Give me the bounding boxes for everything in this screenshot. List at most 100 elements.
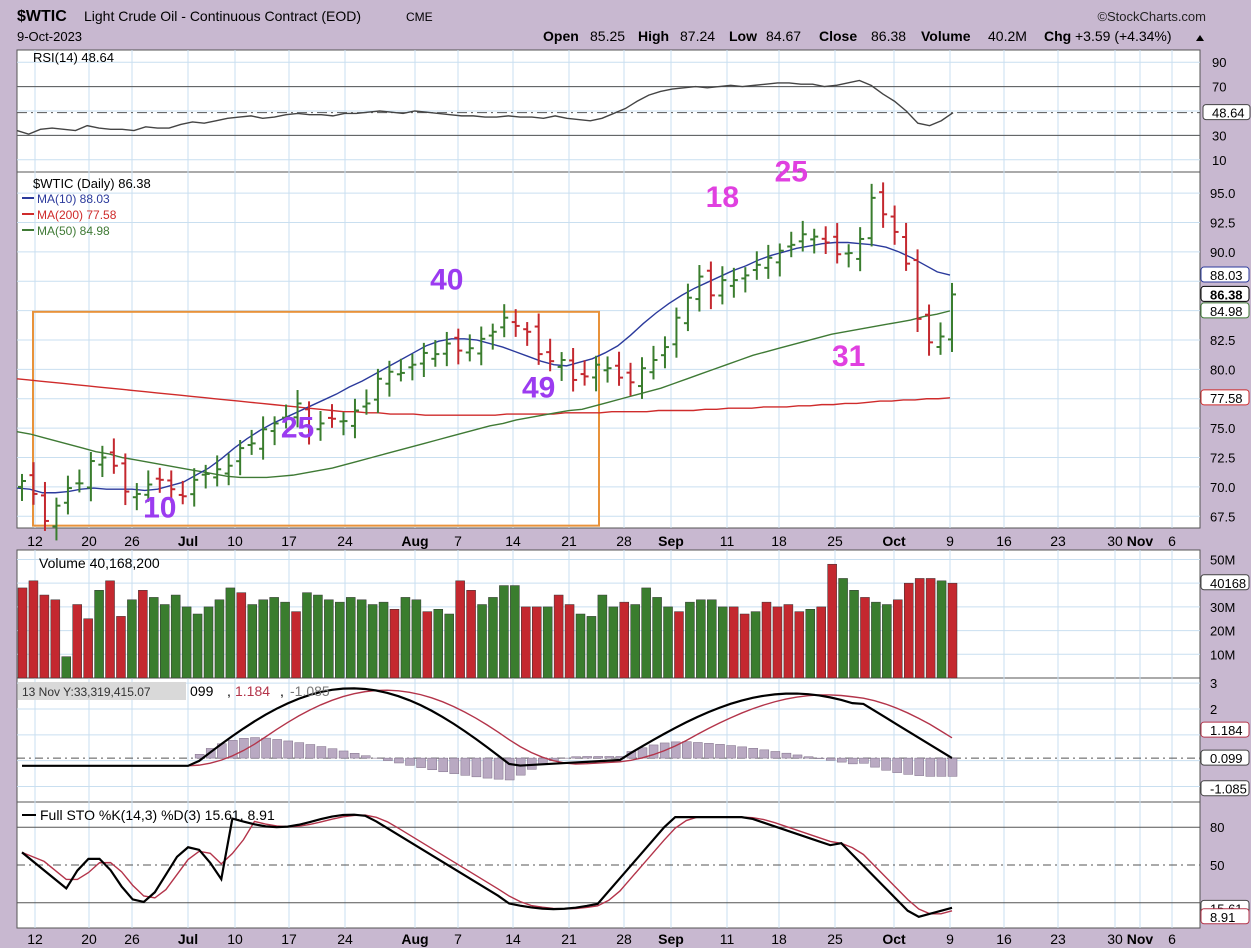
volume-bar	[630, 604, 640, 679]
macd-histogram-bar	[504, 757, 515, 781]
rsi-tick-label: 48.64	[1212, 106, 1245, 121]
volume-bar	[542, 606, 553, 679]
ohlc-bar	[396, 358, 405, 382]
volume-tick-label: 10M	[1210, 647, 1235, 662]
volume-bar	[127, 599, 137, 679]
svg-text:,: ,	[280, 683, 284, 699]
x-tick-label: 10	[227, 931, 243, 947]
ohlc-bar	[52, 497, 61, 541]
macd-background	[16, 677, 1201, 803]
macd-histogram-bar	[316, 746, 327, 759]
ohlc-bar	[213, 455, 222, 487]
ohlc-bar	[282, 404, 291, 429]
volume-bar	[586, 616, 597, 679]
ohlc-bar	[844, 244, 853, 268]
rsi-tick-label: 10	[1212, 153, 1226, 168]
price-legend-main: $WTIC (Daily) 86.38	[33, 176, 151, 191]
ohlc-bar	[155, 467, 164, 493]
volume-tick-label: 20M	[1210, 624, 1235, 639]
macd-histogram-bar	[582, 756, 592, 759]
ohlc-bar	[362, 389, 371, 415]
macd-histogram-bar	[438, 757, 448, 773]
up-arrow-icon	[1196, 35, 1204, 41]
x-tick-label: 25	[827, 533, 843, 549]
ohlc-bar	[936, 322, 945, 355]
volume-bar	[324, 599, 334, 679]
stoch-panel: 805015.618.91	[17, 813, 1250, 925]
ohlc-bar	[316, 411, 325, 441]
stoch-legend-text: Full STO %K(14,3) %D(3) 15.61, 8.91	[40, 807, 275, 823]
annotation-label: 40	[430, 263, 463, 296]
volume-bar	[871, 601, 881, 679]
watermark: ©StockCharts.com	[1097, 9, 1206, 24]
x-tick-label: 28	[616, 533, 632, 549]
volume-tick-label: 40168	[1210, 576, 1246, 591]
macd-histogram-bar	[892, 757, 902, 773]
macd-tick-label: 3	[1210, 676, 1217, 691]
volume-bar	[805, 609, 816, 679]
x-tick-label: Oct	[882, 533, 906, 549]
macd-histogram-bar	[837, 757, 847, 763]
ma50-line	[16, 310, 951, 479]
volume-bar	[488, 597, 498, 679]
annotation-label: 25	[281, 412, 314, 445]
volume-bar	[903, 582, 914, 679]
open-value: 85.25	[590, 28, 625, 44]
volume-value-badge	[1200, 574, 1250, 591]
volume-bar	[335, 601, 345, 679]
macd-histogram-bar	[571, 756, 581, 759]
price-tick-label: 84.98	[1210, 304, 1243, 319]
volume-bar	[378, 601, 389, 679]
ohlc-bar	[718, 266, 727, 305]
x-tick-label: 16	[996, 931, 1012, 947]
stoch-legend: Full STO %K(14,3) %D(3) 15.61, 8.91	[22, 807, 275, 823]
macd-histogram-bar	[914, 757, 925, 776]
volume-bar	[313, 594, 323, 679]
volume-bar	[28, 580, 39, 679]
volume-bar	[827, 563, 837, 679]
ohlc-bar	[833, 223, 842, 264]
ohlc-bar	[350, 398, 359, 439]
x-tick-label: 24	[337, 931, 353, 947]
volume-bar	[663, 606, 673, 679]
ohlc-bar	[729, 267, 738, 298]
rsi-value-badge	[1202, 104, 1251, 121]
high-label: High	[638, 28, 669, 44]
price-panel: 10 25 40 49 18 25 31 95.0 92.5 90.0 88.03 86.38 84.9…	[16, 155, 1250, 541]
stoch-k-line	[21, 813, 953, 919]
price-tick-label: 75.0	[1210, 421, 1235, 436]
ohlc-bar	[695, 265, 704, 312]
close-label: Close	[819, 28, 857, 44]
x-tick-label: Aug	[401, 931, 428, 947]
macd-histogram-bar	[593, 756, 603, 759]
ohlc-bar	[672, 307, 681, 358]
ohlc-bar	[178, 480, 187, 505]
ohlc-bar	[511, 309, 520, 337]
volume-background	[16, 549, 1201, 679]
volume-bar	[302, 592, 312, 679]
volume-bar	[936, 580, 947, 679]
ohlc-bar	[557, 352, 566, 381]
date: 9-Oct-2023	[17, 29, 82, 44]
rsi-tick-label: 70	[1212, 80, 1226, 95]
x-tick-label: 26	[124, 533, 140, 549]
x-tick-label: Nov	[1127, 533, 1154, 549]
volume-bar	[531, 606, 542, 679]
ohlc-bar	[201, 464, 210, 489]
price-tick-label: 92.5	[1210, 216, 1235, 231]
price-tick-label: 88.03	[1210, 268, 1243, 283]
ohlc-bar	[592, 355, 601, 392]
price-tick-label: 80.0	[1210, 362, 1235, 377]
ohlc-bar	[98, 445, 107, 478]
macd-histogram-bar	[460, 757, 471, 776]
ma10-line	[16, 241, 951, 494]
volume-bar	[159, 604, 170, 679]
chg-value: +3.59 (+4.34%)	[1075, 28, 1172, 44]
ohlc-bar	[328, 404, 336, 428]
price-background	[16, 171, 1201, 529]
volume-bar	[893, 599, 903, 679]
macd-histogram-bar	[427, 757, 437, 771]
macd-histogram-bar	[759, 749, 770, 759]
volume-bar	[345, 597, 356, 679]
